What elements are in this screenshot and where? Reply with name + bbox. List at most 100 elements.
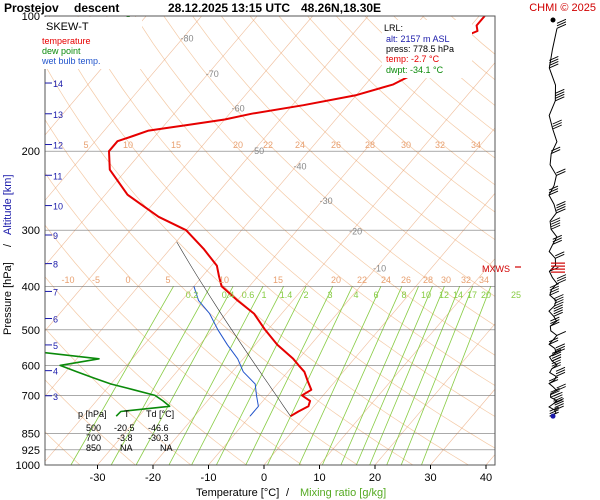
altitude-tick-label: 3: [53, 392, 58, 402]
plot-frame: [44, 15, 496, 466]
wind-barb-feather: [552, 122, 562, 127]
altitude-tick-label: 7: [53, 287, 58, 297]
wind-barb-feather: [553, 311, 563, 317]
mixing-ratio-label: 8: [401, 290, 406, 300]
wind-barb-feather: [552, 124, 562, 130]
wind-barb-feather: [551, 354, 562, 359]
wind-barb-feather: [549, 63, 559, 69]
lrl-box-background: [382, 20, 472, 78]
altitude-tick-label: 14: [53, 79, 63, 89]
wind-barb-feather: [550, 217, 561, 223]
isotherm-line: [430, 388, 495, 465]
wind-barb-feather: [550, 224, 561, 230]
mixing-ratio-line: [340, 286, 419, 465]
theta-label-upper: 20: [233, 140, 243, 150]
pressure-tick-label: 850: [22, 428, 40, 440]
wind-barb-feather: [549, 283, 560, 289]
dry-adiabat-line: [77, 16, 495, 417]
mixing-ratio-label: 17: [467, 290, 477, 300]
wind-barb-feather: [549, 60, 559, 66]
wind-barb-feather: [550, 219, 561, 225]
altitude-tick-label: 10: [53, 202, 63, 212]
wind-barb-feather: [556, 386, 566, 391]
mixing-ratio-label: 25: [511, 290, 521, 300]
pressure-tick-label: 200: [22, 146, 40, 158]
dry-adiabat-line: [192, 16, 495, 297]
table-cell-p-700: 700: [86, 433, 101, 443]
wind-barb-feather: [552, 237, 562, 243]
table-cell-p-850: 850: [86, 443, 101, 453]
wind-barb-feather: [556, 171, 566, 176]
wind-barb-feather: [556, 208, 566, 214]
mixing-ratio-line: [267, 286, 353, 465]
wind-barb-feather: [550, 316, 560, 322]
theta-label-lower: -5: [92, 275, 100, 285]
wind-barb-feather: [554, 398, 564, 403]
pressure-tick-label: 1000: [16, 460, 40, 472]
wind-barb-feather: [548, 185, 559, 191]
wind-barb-feather: [549, 406, 559, 412]
lrl-info-box: LRL: alt: 2157 m ASL press: 778.5 hPa te…: [382, 20, 472, 78]
legend-wet-bulb: wet bulb temp.: [41, 56, 101, 66]
mixing-ratio-line: [321, 286, 403, 465]
wind-barb-feather: [556, 279, 567, 285]
legend-dew-point: dew point: [42, 46, 81, 56]
isotherm-line: [45, 16, 313, 332]
y-axis-title: Pressure [hPa]: [2, 262, 14, 335]
dry-adiabat-line: [221, 16, 495, 269]
table-cell-t-700: -3.8: [117, 433, 133, 443]
wind-barb-feather: [554, 400, 564, 406]
mixing-ratio-label: 1.4: [280, 290, 293, 300]
wind-barb-feather: [552, 239, 562, 245]
wind-barb-feather: [548, 339, 559, 345]
wind-barb-feather: [548, 337, 559, 343]
wind-barb-feather: [555, 369, 566, 375]
wind-barb-feather: [556, 383, 566, 389]
altitude-tick-label: 6: [53, 315, 58, 325]
theta-label-upper: 22: [263, 140, 273, 150]
theta-label-lower: 0: [125, 275, 130, 285]
wind-barb-feather: [549, 285, 560, 291]
isotherm-line: [45, 16, 424, 462]
table-cell-t-500: -20.5: [114, 423, 135, 433]
isotherm-line: [45, 16, 369, 397]
credit-label: CHMI © 2025: [529, 2, 596, 14]
mixing-ratio-line: [70, 286, 174, 465]
pressure-tick-label: 600: [22, 360, 40, 372]
wind-barb-feather: [552, 119, 562, 125]
wind-barb-feather: [555, 251, 565, 257]
altitude-tick-label: 12: [53, 141, 63, 151]
lrl-title: LRL:: [384, 23, 403, 33]
pressure-tick-label: 500: [22, 325, 40, 337]
isotherm-line: [263, 192, 495, 465]
isotherm-line: [45, 16, 147, 136]
wind-barb-feather: [550, 387, 560, 393]
theta-label-lower: 22: [357, 275, 367, 285]
pressure-tick-label: 100: [22, 11, 40, 23]
wind-barb-feather: [553, 396, 563, 402]
wind-top-marker: [550, 17, 556, 23]
pressure-tick-label: 700: [22, 390, 40, 402]
isotherm-line: [374, 323, 495, 465]
pressure-tick-label: 300: [22, 225, 40, 237]
temperature-tick-label: 0: [261, 472, 267, 484]
altitude-tick-label: 11: [53, 171, 62, 181]
table-cell-p-500: 500: [86, 423, 101, 433]
header-mode: descent: [74, 1, 119, 15]
theta-label-upper: 26: [331, 140, 341, 150]
series-line-dew-point: [45, 16, 171, 417]
wind-barb-feather: [550, 149, 561, 154]
mixing-ratio-line: [216, 286, 307, 465]
temperature-tick-label: 40: [480, 472, 492, 484]
wind-barb-feather: [555, 371, 566, 377]
y-axis-title-group: Pressure [hPa] / Altitude [km]: [2, 174, 14, 335]
header-station: Prostejov: [4, 1, 59, 15]
theta-label-upper: 24: [295, 140, 305, 150]
mixing-ratio-label: 14: [453, 290, 463, 300]
temperature-tick-label: -10: [201, 472, 217, 484]
isotherm-label: -50: [251, 146, 264, 156]
wind-barb-feather: [554, 405, 564, 411]
altitude-tick-label: 5: [53, 341, 58, 351]
wind-barb-feather: [556, 200, 566, 206]
